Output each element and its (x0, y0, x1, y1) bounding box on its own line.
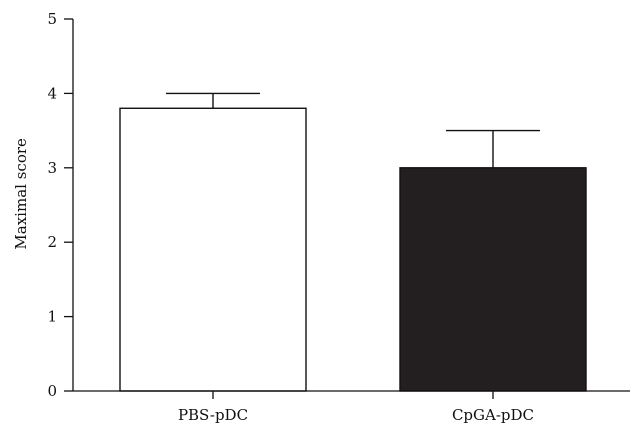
y-tick-label: 1 (47, 308, 57, 326)
bar-pbs-pdc (119, 107, 307, 392)
y-axis-title: Maximal score (12, 138, 30, 250)
y-tick-label: 2 (47, 233, 57, 251)
y-tick-label: 5 (47, 10, 57, 28)
y-tick-label: 3 (47, 159, 57, 177)
x-axis-ticks: PBS-pDC CpGA-pDC (178, 391, 534, 424)
y-tick-label: 0 (47, 382, 57, 400)
y-axis-ticks: 0 1 2 3 4 5 (47, 10, 73, 400)
x-tick-label: PBS-pDC (178, 406, 248, 424)
bar-cpga-pdc (399, 167, 587, 392)
bars (119, 107, 587, 392)
y-tick-label: 4 (47, 84, 57, 102)
x-tick-label: CpGA-pDC (452, 406, 534, 424)
error-bars (166, 92, 540, 168)
